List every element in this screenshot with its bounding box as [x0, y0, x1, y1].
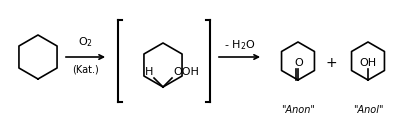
Text: O: O	[295, 58, 303, 68]
Text: "Anol": "Anol"	[353, 105, 383, 115]
Text: "Anon": "Anon"	[281, 105, 315, 115]
Text: (Kat.): (Kat.)	[72, 64, 99, 74]
Text: - H$_2$O: - H$_2$O	[224, 38, 255, 52]
Text: +: +	[325, 56, 337, 70]
Text: OH: OH	[360, 58, 376, 68]
Text: OOH: OOH	[173, 67, 199, 77]
Text: H: H	[145, 67, 153, 77]
Text: O$_2$: O$_2$	[78, 35, 93, 49]
